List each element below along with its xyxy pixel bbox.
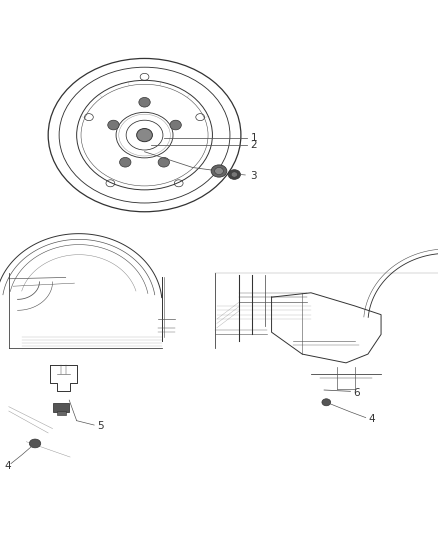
Text: 4: 4 <box>4 461 11 471</box>
Text: 5: 5 <box>97 422 104 431</box>
Text: 6: 6 <box>353 387 360 398</box>
Ellipse shape <box>170 120 181 130</box>
Text: 1: 1 <box>251 133 257 143</box>
Ellipse shape <box>137 128 152 142</box>
Text: 4: 4 <box>369 414 375 424</box>
Ellipse shape <box>158 157 170 167</box>
Bar <box>57 411 66 415</box>
Ellipse shape <box>211 165 227 177</box>
Ellipse shape <box>139 98 150 107</box>
Ellipse shape <box>29 439 41 448</box>
Ellipse shape <box>108 120 119 130</box>
Text: 3: 3 <box>250 171 256 181</box>
Ellipse shape <box>120 157 131 167</box>
Ellipse shape <box>231 172 237 177</box>
Bar <box>53 403 69 413</box>
Text: 2: 2 <box>251 140 257 150</box>
Ellipse shape <box>228 169 240 179</box>
Ellipse shape <box>322 399 331 406</box>
Ellipse shape <box>215 167 223 174</box>
